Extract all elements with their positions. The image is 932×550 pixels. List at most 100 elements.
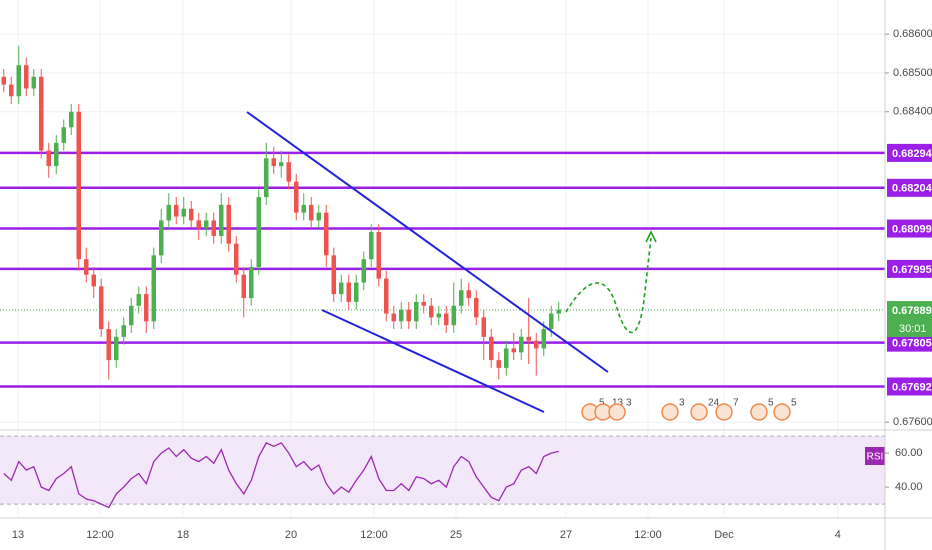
- grid: [0, 0, 885, 518]
- candle-body: [526, 336, 531, 341]
- candle-body: [519, 336, 524, 353]
- x-tick-label: 12:00: [86, 529, 114, 541]
- levels: [0, 151, 885, 388]
- forecast-arrow: [645, 230, 657, 243]
- level-label: 0.68099: [892, 223, 932, 235]
- rsi-line: [3, 442, 559, 509]
- candle-body: [399, 309, 404, 322]
- candle-body: [271, 158, 276, 167]
- candle-body: [256, 197, 261, 267]
- level-label: 0.67995: [892, 264, 932, 276]
- rsi-band: [0, 436, 885, 504]
- level-tag: [887, 143, 932, 162]
- candle-body: [226, 204, 231, 244]
- last-price-tag: [887, 301, 932, 338]
- candle-body: [406, 309, 411, 322]
- candle-body: [91, 274, 96, 287]
- candle-body: [211, 220, 216, 236]
- candle-body: [376, 232, 381, 279]
- event-icon: [715, 403, 733, 421]
- candle-body: [556, 309, 561, 314]
- candle-body: [129, 305, 134, 326]
- candle-body: [384, 278, 389, 314]
- x-tick-label: 20: [285, 529, 297, 541]
- candle-body: [541, 329, 546, 349]
- event-label: 5: [791, 398, 797, 409]
- event-icon: [750, 403, 768, 421]
- candle-body: [144, 294, 149, 322]
- candle-body: [106, 329, 111, 361]
- candle-body: [219, 204, 224, 236]
- event-label: 3: [626, 398, 632, 409]
- candle-body: [99, 286, 104, 330]
- candle-body: [496, 360, 501, 368]
- rsi-tag: [865, 447, 885, 465]
- event-label: 3: [679, 398, 685, 409]
- event-icon: [661, 403, 679, 421]
- candle-body: [16, 65, 21, 97]
- candle-body: [549, 313, 554, 330]
- candle-body: [301, 204, 306, 213]
- y-tick-label: 0.68400: [893, 106, 932, 118]
- level-label: 0.68294: [892, 148, 932, 160]
- y-tick-label: 0.67600: [893, 416, 932, 428]
- candle-body: [174, 204, 179, 217]
- x-tick-label: Dec: [714, 529, 734, 541]
- candle-body: [466, 290, 471, 299]
- y-tick-label: 0.68600: [893, 28, 932, 40]
- trendline-lower: [321, 309, 545, 413]
- candle-body: [309, 204, 314, 221]
- event-label: 5: [768, 398, 774, 409]
- candle-body: [474, 298, 479, 318]
- candle-body: [481, 317, 486, 337]
- candle-body: [181, 208, 186, 217]
- events: 5 13 3 3 24 7 5 5: [581, 398, 797, 421]
- event-label: 5: [599, 398, 605, 409]
- candles: [1, 45, 561, 380]
- candle-body: [114, 336, 119, 361]
- event-icon: [608, 403, 626, 421]
- candle-body: [331, 255, 336, 295]
- rsi-name: RSI: [867, 452, 884, 463]
- level-tag: [887, 333, 932, 352]
- candle-body: [46, 150, 51, 167]
- candle-body: [436, 313, 441, 318]
- event-icon: [690, 403, 708, 421]
- candle-body: [151, 255, 156, 322]
- candle-body: [489, 336, 494, 361]
- candle-body: [391, 313, 396, 322]
- axis: 13 12:00 18 20 12:00 25 27 12:00 Dec 4 0.68600 0.68…: [12, 28, 932, 541]
- candle-body: [339, 282, 344, 295]
- candle-body: [234, 243, 239, 275]
- level-label: 0.67692: [892, 381, 932, 393]
- level-tag: [887, 178, 932, 197]
- countdown: 30:01: [899, 323, 927, 335]
- event-icon: [773, 403, 791, 421]
- candle-body: [9, 84, 14, 97]
- candle-body: [316, 212, 321, 221]
- candle-body: [1, 76, 6, 85]
- x-tick-label: 13: [12, 529, 24, 541]
- candle-body: [534, 340, 539, 349]
- event-label: 24: [708, 398, 720, 409]
- candle-body: [346, 282, 351, 302]
- candle-body: [84, 259, 89, 275]
- event-label: 7: [733, 398, 739, 409]
- y-tick-label: 0.68500: [893, 67, 932, 79]
- candle-body: [279, 162, 284, 167]
- candle-body: [444, 313, 449, 326]
- candle-body: [414, 301, 419, 322]
- candle-body: [369, 232, 374, 260]
- rsi-pane: RSI: [0, 435, 885, 509]
- forecast-path: [565, 237, 652, 334]
- level-label: 0.68204: [892, 183, 932, 195]
- candle-body: [264, 158, 269, 198]
- event-label: 13: [612, 398, 624, 409]
- candle-body: [324, 212, 329, 256]
- x-tick-label: 12:00: [360, 529, 388, 541]
- level-tag: [887, 259, 932, 278]
- x-tick-label: 4: [835, 529, 841, 541]
- rsi-tick-label: 60.00: [895, 447, 923, 459]
- candle-body: [166, 204, 171, 221]
- x-tick-label: 27: [560, 529, 572, 541]
